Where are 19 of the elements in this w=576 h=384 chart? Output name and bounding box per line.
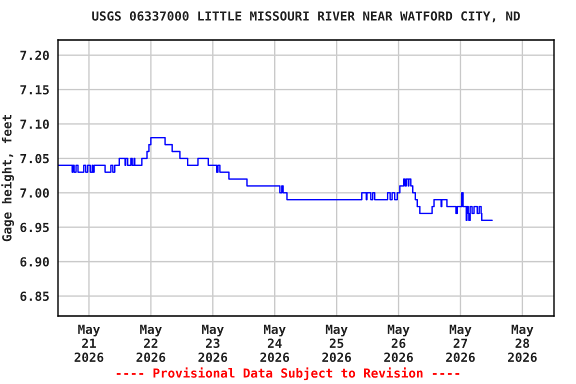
x-tick-label: May 26 2026 — [384, 324, 413, 362]
y-tick-label: 7.20 — [20, 50, 49, 60]
y-tick-label: 7.00 — [20, 188, 49, 198]
x-tick-label: May 28 2026 — [508, 324, 537, 362]
y-tick-label: 7.10 — [20, 119, 49, 129]
x-tick-label: May 25 2026 — [322, 324, 352, 362]
x-tick-label: May 24 2026 — [260, 324, 290, 362]
x-tick-label: May 22 2026 — [136, 324, 166, 362]
y-tick-label: 6.90 — [20, 257, 49, 267]
text: ---- Provisional Data Subject to Revision ---- — [116, 367, 460, 380]
chart-title: USGS 06337000 LITTLE MISSOURI RIVER NEAR WATFORD CITY, ND — [92, 11, 520, 22]
y-tick-label: 7.05 — [20, 154, 49, 164]
y-tick-label: 6.85 — [20, 292, 49, 301]
y-tick-label: 7.15 — [20, 85, 49, 94]
x-tick-label: May 23 2026 — [198, 324, 228, 362]
y-tick-label: 6.95 — [20, 222, 49, 232]
x-tick-label: May 27 2026 — [446, 324, 475, 362]
y-axis-title: Gage height, feet — [1, 115, 14, 242]
x-tick-label: May 21 2026 — [74, 324, 104, 362]
